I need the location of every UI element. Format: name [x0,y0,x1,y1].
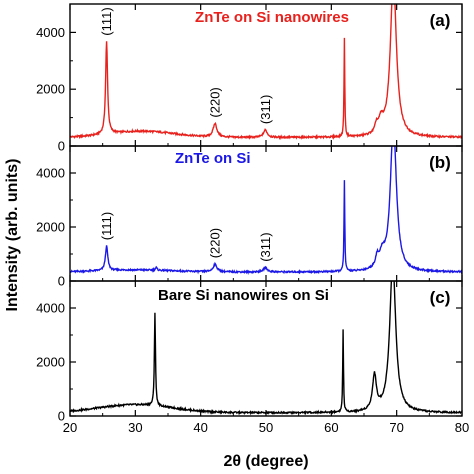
panel-3: 0 2000 4000 Bare Si nanowires on Si (c) [36,280,463,424]
x-tick-label: 20 [63,420,77,435]
panel-1: 0 2000 4000 ZnTe on Si nanowires (a) (111) (22… [36,3,463,154]
y-axis-title: Intensity (arb. units) [4,159,21,312]
peak-label: (220) [208,228,223,258]
y-tick-label: 2000 [36,82,65,97]
series-line-2 [70,146,462,276]
x-tick-label: 40 [193,420,207,435]
peak-label: (311) [258,232,273,261]
x-tick-label: 70 [389,420,403,435]
y-tick-label: 4000 [36,166,65,181]
x-axis: 20 30 40 50 60 70 80 [63,420,469,435]
peak-label: (111) [99,7,114,35]
y-tick-label: 0 [58,274,65,289]
panel-letter: (c) [430,288,451,307]
x-tick-label: 30 [128,420,142,435]
x-tick-label: 80 [455,420,469,435]
panel-letter: (a) [430,11,451,30]
y-tick-label: 0 [58,409,65,424]
y-tick-label: 2000 [36,355,65,370]
x-tick-label: 60 [324,420,338,435]
y-tick-label: 4000 [36,25,65,40]
peak-label: (111) [99,212,114,240]
x-axis-title: 2θ (degree) [223,453,308,470]
y-tick-label: 4000 [36,301,65,316]
y-tick-label: 2000 [36,220,65,235]
panel-2: 0 2000 4000 ZnTe on Si (b) (111) (220) (311) [36,145,463,289]
peak-label: (311) [258,95,273,124]
peak-label: (220) [208,87,223,117]
panel-title: ZnTe on Si nanowires [195,9,349,26]
series-line-1 [70,4,462,141]
y-tick-label: 0 [58,139,65,154]
x-tick-label: 50 [259,420,273,435]
panels-layer: 0 2000 4000 ZnTe on Si nanowires (a) (111) (22… [36,3,463,424]
panel-title: ZnTe on Si [175,150,251,167]
panel-letter: (b) [429,153,451,172]
panel-title: Bare Si nanowires on Si [158,287,329,304]
